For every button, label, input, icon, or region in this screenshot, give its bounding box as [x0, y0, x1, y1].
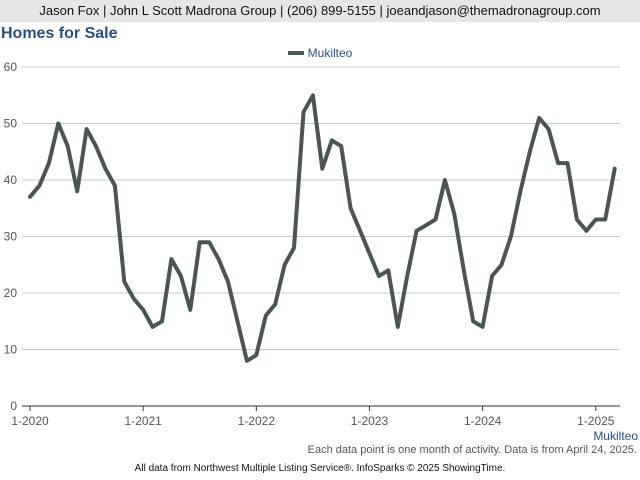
y-tick-label-40: 40: [4, 173, 18, 187]
data-point-2024-08: [547, 127, 551, 131]
data-point-2023-07: [424, 223, 428, 227]
y-tick-label-60: 60: [4, 60, 18, 74]
data-point-2024-03: [500, 263, 503, 267]
data-point-2022-04: [283, 263, 287, 267]
x-tick-label-1-2023: 1-2023: [351, 414, 389, 428]
data-point-2023-04: [396, 325, 400, 329]
data-point-2024-01: [481, 325, 485, 329]
data-point-2023-03: [386, 268, 390, 272]
data-point-2023-05: [405, 274, 409, 278]
data-point-2022-10: [339, 144, 343, 148]
y-tick-label-10: 10: [4, 343, 18, 357]
data-point-2023-06: [415, 229, 419, 233]
data-point-2021-11: [236, 319, 239, 323]
data-point-2022-11: [349, 206, 353, 210]
axes: 0 10 20 30 40 50 60 1-2020 1-2021 1-2022 1-2023 1-2…: [4, 60, 639, 443]
data-point-2020-12: [132, 297, 136, 301]
data-point-2023-08: [434, 218, 437, 221]
data-point-2020-11: [122, 280, 126, 284]
data-point-2023-12: [471, 319, 475, 323]
data-point-2021-01: [141, 308, 145, 312]
data-point-2020-06: [75, 189, 79, 193]
data-point-2022-08: [320, 167, 324, 171]
data-point-2020-10: [113, 184, 117, 188]
series-layer: [28, 93, 617, 363]
y-tick-label-0: 0: [10, 399, 17, 413]
data-point-2023-09: [443, 178, 447, 182]
x-tick-label-1-2024: 1-2024: [464, 414, 502, 428]
data-point-2022-02: [264, 314, 268, 318]
data-point-2022-01: [254, 353, 258, 357]
data-point-2021-06: [188, 308, 192, 312]
data-point-2021-08: [207, 240, 211, 244]
data-point-2021-05: [179, 274, 183, 278]
data-point-2021-12: [245, 359, 249, 363]
data-point-2022-03: [273, 302, 277, 306]
footnote: Each data point is one month of activity…: [307, 444, 637, 456]
x-tick-label-1-2020: 1-2020: [11, 414, 49, 428]
data-point-2025-01: [594, 218, 598, 221]
contact-header: Jason Fox | John L Scott Madrona Group |…: [0, 0, 640, 22]
data-point-2023-02: [377, 274, 381, 278]
data-point-2024-02: [490, 274, 494, 278]
data-point-2023-11: [462, 268, 466, 272]
grid-lines: [22, 66, 620, 350]
data-point-2022-07: [311, 93, 315, 97]
data-point-2022-05: [292, 246, 296, 250]
data-credit: All data from Northwest Multiple Listing…: [134, 463, 506, 474]
data-point-2024-11: [575, 218, 579, 221]
page-title: Homes for Sale: [1, 25, 118, 42]
data-point-2020-04: [56, 122, 60, 125]
y-tick-label-50: 50: [4, 117, 18, 131]
data-point-2023-10: [452, 212, 456, 216]
data-point-2023-01: [368, 251, 371, 255]
data-point-2020-08: [94, 144, 98, 148]
data-point-2024-12: [584, 229, 588, 233]
x-tick-label-1-2022: 1-2022: [238, 414, 276, 428]
legend-label-mukilteo: Mukilteo: [307, 46, 353, 60]
x-tick-label-1-2021: 1-2021: [124, 414, 162, 428]
data-point-2024-04: [509, 235, 513, 238]
data-point-2020-01: [28, 195, 32, 199]
x-axis-end-label: Mukilteo: [593, 429, 638, 443]
data-point-2025-03: [613, 167, 617, 171]
data-point-2020-03: [47, 161, 51, 165]
data-point-2024-10: [566, 161, 569, 165]
y-tick-label-20: 20: [4, 286, 18, 300]
y-tick-label-30: 30: [4, 230, 18, 244]
data-point-2022-06: [302, 110, 305, 114]
data-point-2022-12: [358, 229, 362, 233]
data-point-2024-09: [556, 161, 560, 165]
data-point-2021-04: [169, 257, 173, 261]
data-point-2021-09: [217, 257, 221, 261]
data-point-2025-02: [603, 218, 607, 221]
x-tick-label-1-2025: 1-2025: [577, 414, 615, 428]
data-point-2021-10: [226, 280, 230, 284]
data-point-2020-02: [37, 184, 41, 188]
chart-legend: Mukilteo: [0, 46, 640, 60]
legend-swatch-mukilteo: [287, 50, 304, 55]
data-point-2020-05: [66, 144, 70, 148]
data-point-2022-09: [330, 138, 334, 142]
data-point-2024-07: [537, 116, 541, 120]
data-point-2021-03: [160, 319, 164, 323]
data-point-2021-02: [151, 325, 155, 329]
data-point-2024-05: [518, 189, 522, 193]
data-point-2021-07: [198, 240, 202, 244]
series-line-mukilteo: [28, 93, 617, 363]
data-point-2024-06: [528, 150, 532, 154]
data-point-2020-07: [85, 127, 89, 131]
data-point-2020-09: [103, 167, 107, 171]
